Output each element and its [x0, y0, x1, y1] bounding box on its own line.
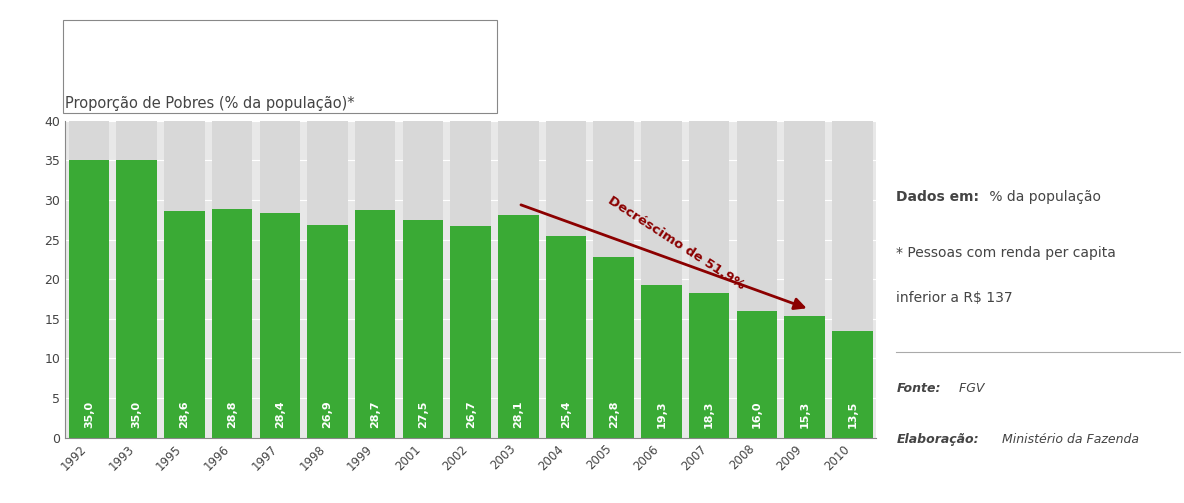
Bar	[403, 121, 443, 438]
Text: 22,8: 22,8	[609, 400, 619, 428]
Bar	[403, 220, 443, 438]
Bar	[450, 121, 491, 438]
Text: 35,0: 35,0	[84, 401, 94, 428]
Text: 25,4: 25,4	[561, 400, 571, 428]
Bar	[69, 121, 109, 438]
Text: 28,6: 28,6	[180, 400, 189, 428]
Text: 27,5: 27,5	[418, 401, 427, 428]
Bar	[212, 209, 252, 438]
Bar	[498, 215, 539, 438]
Bar	[832, 121, 873, 438]
Text: % da população: % da população	[985, 190, 1101, 204]
Bar	[69, 160, 109, 438]
Text: Dados em:: Dados em:	[896, 190, 979, 204]
Text: * Pessoas com renda per capita: * Pessoas com renda per capita	[896, 245, 1117, 260]
Text: 35,0: 35,0	[131, 401, 142, 428]
Bar	[165, 211, 205, 438]
Bar	[689, 121, 729, 438]
Text: 28,7: 28,7	[371, 400, 380, 428]
Text: Decréscimo de 51,9%: Decréscimo de 51,9%	[605, 194, 747, 293]
Bar	[832, 330, 873, 438]
Text: 15,3: 15,3	[799, 401, 810, 428]
Bar	[736, 121, 777, 438]
Text: Ministério da Fazenda: Ministério da Fazenda	[998, 433, 1139, 446]
Text: Elaboração:: Elaboração:	[896, 433, 979, 446]
Text: 28,8: 28,8	[227, 400, 237, 428]
Bar	[307, 121, 348, 438]
Bar	[546, 121, 586, 438]
Bar	[546, 236, 586, 438]
Text: 28,1: 28,1	[514, 400, 523, 428]
Bar	[355, 210, 395, 438]
Bar	[116, 160, 157, 438]
Bar	[736, 311, 777, 438]
Bar	[307, 224, 348, 438]
Text: FGV: FGV	[955, 382, 985, 395]
Text: 13,5: 13,5	[848, 401, 857, 428]
Bar	[259, 213, 300, 438]
Bar	[642, 285, 682, 438]
Bar	[116, 121, 157, 438]
Text: 26,9: 26,9	[322, 400, 333, 428]
Text: Fonte:: Fonte:	[896, 382, 941, 395]
Text: 26,7: 26,7	[465, 400, 476, 428]
Bar	[784, 316, 825, 438]
Text: inferior a R$ 137: inferior a R$ 137	[896, 291, 1014, 305]
Bar	[593, 121, 635, 438]
Text: 16,0: 16,0	[752, 400, 761, 428]
Text: Proporção de Pobres (% da população)*: Proporção de Pobres (% da população)*	[65, 96, 355, 111]
Bar	[689, 293, 729, 438]
Bar	[784, 121, 825, 438]
Bar	[259, 121, 300, 438]
Bar	[450, 226, 491, 438]
Bar	[355, 121, 395, 438]
Bar	[498, 121, 539, 438]
Text: 28,4: 28,4	[275, 400, 285, 428]
Bar	[165, 121, 205, 438]
Bar	[212, 121, 252, 438]
Bar	[593, 257, 635, 438]
Text: 18,3: 18,3	[704, 401, 714, 428]
Text: 19,3: 19,3	[656, 400, 667, 428]
Bar	[642, 121, 682, 438]
